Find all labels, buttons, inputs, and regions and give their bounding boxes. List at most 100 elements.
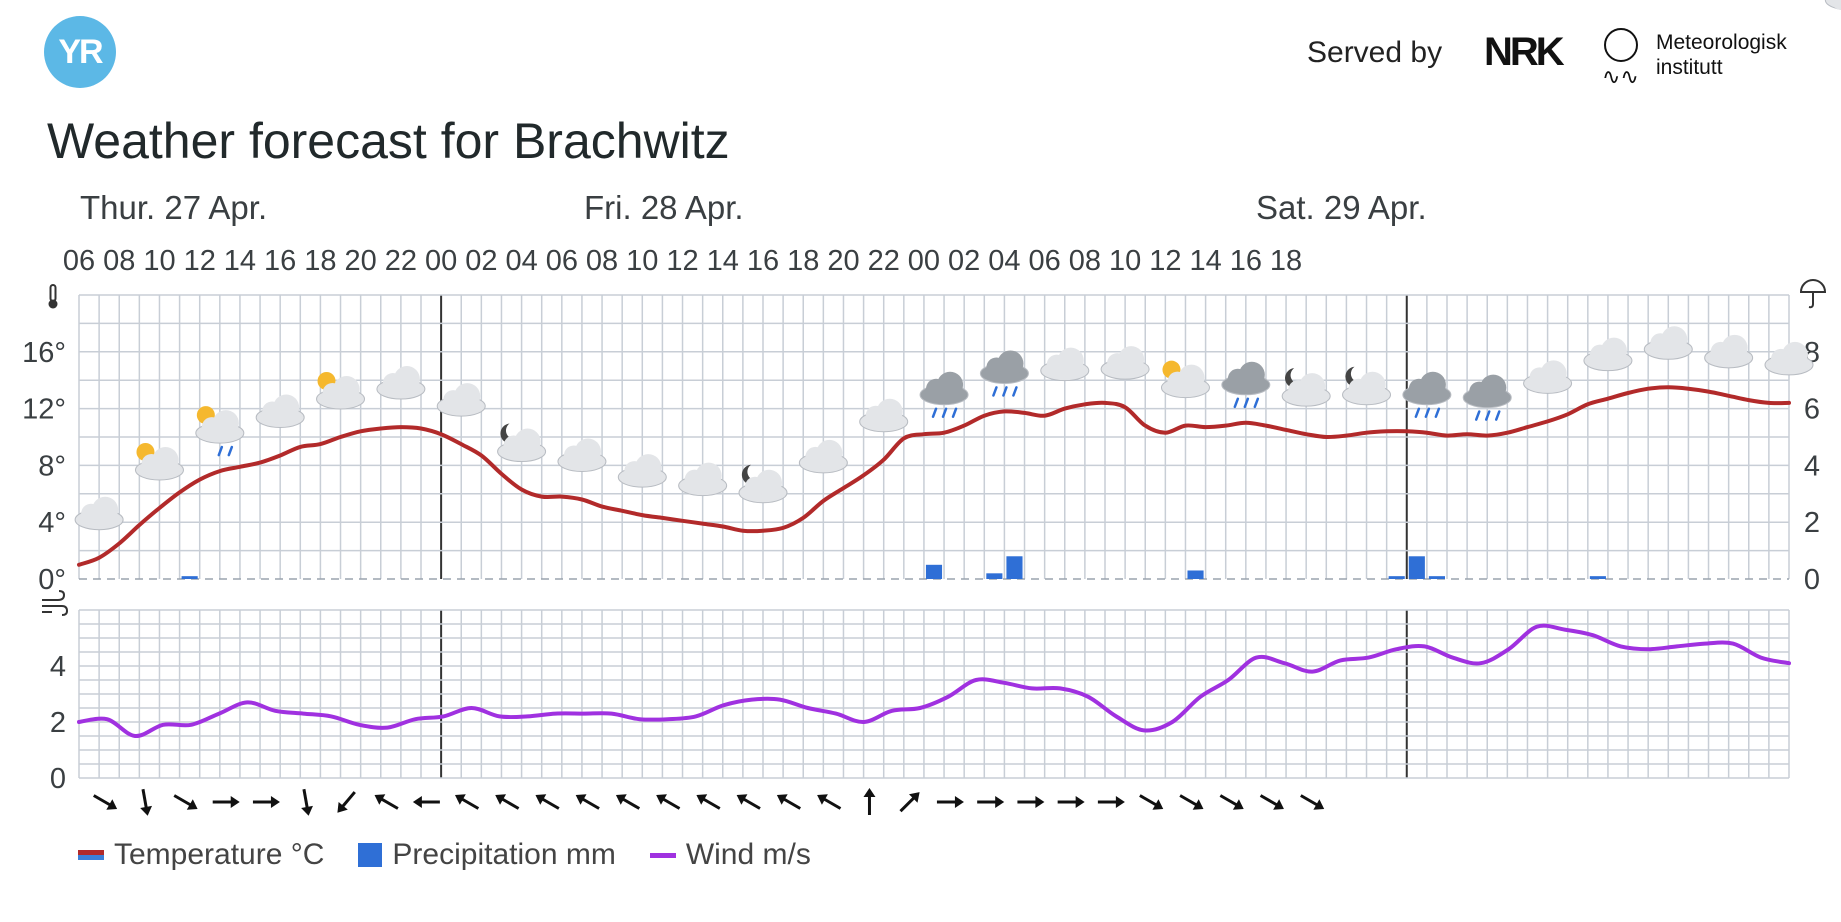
cloud-part xyxy=(1359,371,1386,398)
hour-tick-label: 06 xyxy=(1029,245,1061,277)
met-logo-icon xyxy=(1604,28,1638,62)
rain-drop xyxy=(1414,407,1421,418)
cloud-part xyxy=(454,383,481,410)
night-cloud-icon xyxy=(497,423,547,463)
rain-sun-icon xyxy=(195,406,245,457)
wind-line xyxy=(77,623,1791,739)
arrow-head xyxy=(230,796,240,808)
hour-tick-label: 10 xyxy=(626,245,658,277)
yr-logo[interactable]: YR xyxy=(44,16,116,88)
rain-drop xyxy=(931,407,938,418)
cloud-icon xyxy=(557,438,607,472)
cloud-part xyxy=(1661,326,1688,353)
arrow-head xyxy=(1115,796,1125,808)
served-by-label: Served by xyxy=(1307,36,1443,69)
arrow-se-icon xyxy=(92,794,118,810)
cloud-part xyxy=(1238,361,1265,388)
cloud-part xyxy=(212,410,239,437)
hour-tick-label: 08 xyxy=(103,245,135,277)
arrow-sw-icon xyxy=(337,791,356,813)
cloud-part xyxy=(635,454,662,481)
arrow-s-icon xyxy=(301,788,313,816)
arrow-head xyxy=(863,788,876,797)
rain-cloud-icon xyxy=(1221,361,1271,409)
precipitation-bars xyxy=(181,556,1606,579)
cloud-part xyxy=(1419,371,1446,398)
hour-tick-label: 04 xyxy=(505,245,537,277)
temperature-tick-label: 4° xyxy=(38,507,66,539)
precipitation-swatch xyxy=(358,843,383,867)
arrow-head xyxy=(776,794,788,805)
hour-tick-label: 12 xyxy=(184,245,216,277)
arrow-se-icon xyxy=(173,794,198,810)
cloud-icon xyxy=(1100,346,1150,380)
precipitation-bar xyxy=(1428,576,1445,579)
partly-sunny-icon xyxy=(1160,360,1210,399)
arrow-ne-icon xyxy=(899,792,920,813)
cloud-icon xyxy=(1824,0,1841,10)
day-label-friday: Fri. 28 Apr. xyxy=(584,189,744,226)
axis-icons xyxy=(42,279,1827,616)
arrow-se-icon xyxy=(1179,794,1204,810)
partly-sunny-icon xyxy=(134,443,184,481)
cloud-part xyxy=(1540,360,1567,387)
hour-tick-label: 22 xyxy=(385,245,417,277)
arrow-e-icon xyxy=(977,796,1005,808)
rain-drop xyxy=(1434,407,1441,418)
rain-drop xyxy=(941,407,948,418)
hour-tick-label: 20 xyxy=(827,245,859,277)
rain-cloud-icon xyxy=(1402,371,1452,418)
cloud-icon xyxy=(1040,347,1090,382)
hour-tick-label: 02 xyxy=(948,245,980,277)
cloud-part xyxy=(574,438,601,465)
weather-symbols xyxy=(74,0,1841,531)
arrow-nw-icon xyxy=(736,794,761,810)
cloud-part xyxy=(393,366,420,393)
arrow-head xyxy=(374,794,386,805)
cloud-part xyxy=(695,462,722,489)
night-cloud-icon xyxy=(1342,366,1392,406)
precipitation-bar xyxy=(1408,556,1425,579)
arrow-nw-icon xyxy=(495,794,520,810)
arrow-e-icon xyxy=(1097,796,1125,808)
arrow-nw-icon xyxy=(615,794,641,810)
precipitation-bar xyxy=(1187,570,1204,579)
page-title: Weather forecast for Brachwitz xyxy=(47,113,730,169)
hour-tick-label: 10 xyxy=(143,245,175,277)
wind-swatch xyxy=(649,852,676,858)
hour-tick-label: 08 xyxy=(586,245,618,277)
cloud-icon xyxy=(1704,334,1754,369)
night-cloud-icon xyxy=(738,464,788,504)
arrow-head xyxy=(412,796,422,808)
rain-cloud-icon xyxy=(979,350,1029,397)
arrow-head xyxy=(656,794,667,805)
arrow-head xyxy=(1192,799,1204,810)
met-wave-icon: ∿∿ xyxy=(1602,64,1639,89)
rain-drop xyxy=(1474,410,1481,421)
rain-drop xyxy=(1424,407,1431,418)
rain-drop xyxy=(992,386,998,397)
cloud-part xyxy=(152,447,179,473)
met-name-line2: institutt xyxy=(1656,56,1723,79)
arrow-head xyxy=(186,799,198,810)
precipitation-bar xyxy=(925,564,943,579)
precipitation-tick-label: 6 xyxy=(1804,394,1820,426)
arrow-head xyxy=(301,805,313,816)
met-logo-text[interactable]: Meteorologisk institutt xyxy=(1656,30,1787,80)
hour-tick-label: 06 xyxy=(63,245,95,277)
cloud-part xyxy=(756,469,782,496)
rain-drop xyxy=(1243,397,1250,409)
arrow-nw-icon xyxy=(535,794,560,810)
arrow-head xyxy=(1313,799,1325,810)
nrk-logo[interactable]: NRK xyxy=(1484,30,1565,74)
arrow-nw-icon xyxy=(656,794,681,810)
cloud-part xyxy=(1480,374,1507,401)
hour-tick-label: 12 xyxy=(666,245,698,277)
arrow-head xyxy=(270,796,280,808)
hour-tick-label: 04 xyxy=(988,245,1020,277)
cloud-icon xyxy=(859,398,909,433)
precipitation-tick-label: 0 xyxy=(1804,564,1820,596)
cloud-part xyxy=(1178,364,1205,391)
hour-tick-label: 00 xyxy=(908,245,940,277)
hour-tick-label: 18 xyxy=(304,245,336,277)
